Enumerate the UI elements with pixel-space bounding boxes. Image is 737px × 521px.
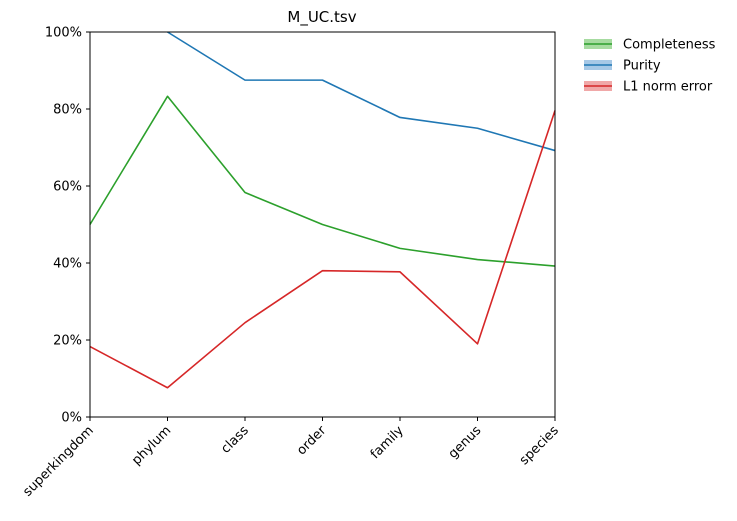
x-tick-label: superkingdom — [20, 423, 96, 499]
series-l1-norm-error — [90, 111, 555, 388]
x-tick-label: family — [368, 423, 407, 462]
y-tick-label: 40% — [53, 257, 82, 272]
x-tick-label: phylum — [129, 423, 174, 468]
x-tick-label: order — [294, 423, 330, 459]
series-layer — [90, 32, 555, 388]
series-completeness — [90, 96, 555, 266]
series-line — [168, 32, 556, 151]
legend-label: L1 norm error — [623, 80, 713, 95]
x-tick-label: class — [218, 423, 252, 457]
legend: Completeness Purity L1 norm error — [584, 38, 716, 95]
y-tick-label: 0% — [61, 411, 82, 426]
x-tick-label: genus — [446, 423, 485, 462]
y-axis: 0% 20% 40% 60% 80% 100% — [45, 26, 90, 426]
series-line — [90, 96, 555, 266]
y-tick-label: 60% — [53, 180, 82, 195]
y-tick-label: 100% — [45, 26, 82, 41]
legend-item: Purity — [584, 59, 661, 74]
y-tick-label: 20% — [53, 334, 82, 349]
legend-label: Completeness — [623, 38, 716, 53]
legend-item: L1 norm error — [584, 80, 713, 95]
chart-title: M_UC.tsv — [287, 8, 356, 27]
legend-label: Purity — [623, 59, 661, 74]
y-tick-label: 80% — [53, 103, 82, 118]
series-purity — [167, 32, 555, 151]
x-tick-label: species — [517, 423, 562, 468]
series-line — [90, 111, 555, 388]
legend-item: Completeness — [584, 38, 716, 53]
